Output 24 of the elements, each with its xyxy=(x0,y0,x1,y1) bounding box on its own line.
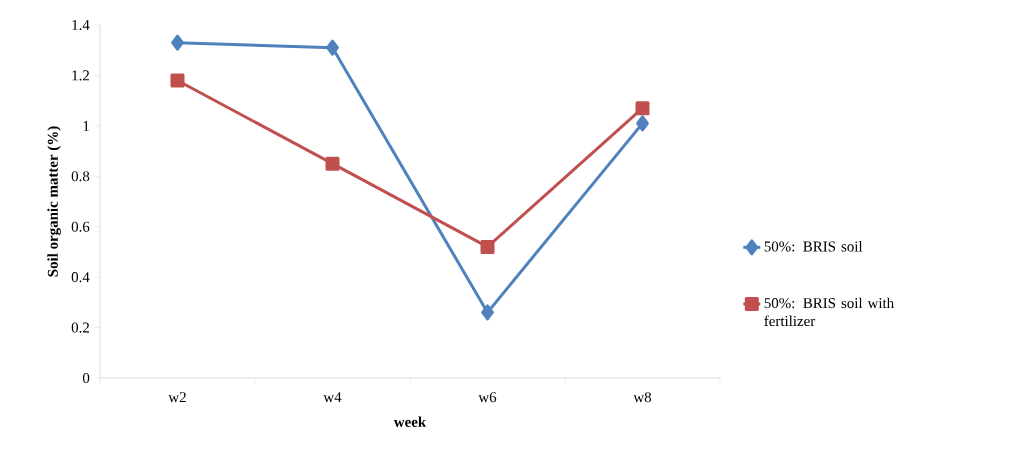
y-tick-label: 1.2 xyxy=(72,70,89,81)
y-tick-label: 1 xyxy=(83,120,89,131)
y-axis-title: Soil organic matter (%) xyxy=(47,126,61,277)
point xyxy=(326,39,339,56)
y-tick-label: 0.8 xyxy=(71,171,90,182)
x-tick-label: w6 xyxy=(478,392,497,403)
y-tick-label: 1.4 xyxy=(72,19,90,31)
y-tick-label: 0.6 xyxy=(71,221,90,232)
x-tick-label: w2 xyxy=(168,392,186,403)
point xyxy=(636,115,649,132)
point xyxy=(480,239,495,254)
x-axis-title: week xyxy=(393,416,427,427)
x-tick-label: w8 xyxy=(633,392,652,403)
point xyxy=(171,34,184,51)
y-tick-label: 0.4 xyxy=(71,272,90,283)
point xyxy=(170,73,185,88)
point xyxy=(481,304,494,321)
legend-label: 50%: BRIS soil xyxy=(764,241,863,252)
y-tick-label: 0 xyxy=(82,372,90,384)
x-tick-label: w4 xyxy=(323,392,342,403)
legend-label: 50%: BRIS soil with fertilizer xyxy=(764,297,894,327)
point xyxy=(325,156,340,171)
point xyxy=(635,101,650,116)
y-tick-label: 0.2 xyxy=(71,322,89,333)
